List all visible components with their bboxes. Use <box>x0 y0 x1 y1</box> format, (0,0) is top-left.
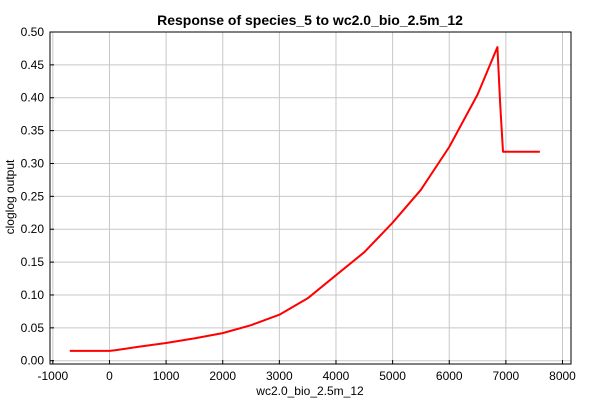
x-tick-label: 7000 <box>493 369 520 383</box>
y-tick-label: 0.00 <box>21 354 45 368</box>
y-tick-label: 0.10 <box>21 288 45 302</box>
y-tick-label: 0.50 <box>21 25 45 39</box>
y-tick-label: 0.05 <box>21 321 45 335</box>
x-tick-label: 1000 <box>153 369 180 383</box>
x-tick-label: 3000 <box>266 369 293 383</box>
x-tick-label: -1000 <box>37 369 68 383</box>
x-tick-label: 4000 <box>323 369 350 383</box>
x-axis-title: wc2.0_bio_2.5m_12 <box>255 384 364 398</box>
plot-frame <box>49 31 572 365</box>
y-tick-label: 0.25 <box>21 189 45 203</box>
y-tick-label: 0.40 <box>21 91 45 105</box>
series-line <box>69 46 540 352</box>
y-tick-label: 0.30 <box>21 156 45 170</box>
x-tick-label: 2000 <box>209 369 236 383</box>
x-tick-label: 8000 <box>549 369 576 383</box>
plot-lines <box>69 46 540 352</box>
y-tick-label: 0.20 <box>21 222 45 236</box>
y-axis-title: cloglog output <box>3 159 17 234</box>
chart-title: Response of species_5 to wc2.0_bio_2.5m_… <box>157 12 463 28</box>
axis-ticks: -1000 0 1000 2000 3000 4000 5000 6000 7000 8000 0.… <box>21 25 577 383</box>
x-tick-label: 5000 <box>379 369 406 383</box>
y-tick-label: 0.45 <box>21 58 45 72</box>
x-tick-label: 0 <box>106 369 113 383</box>
y-tick-label: 0.35 <box>21 124 45 138</box>
x-tick-label: 6000 <box>436 369 463 383</box>
y-tick-label: 0.15 <box>21 255 45 269</box>
